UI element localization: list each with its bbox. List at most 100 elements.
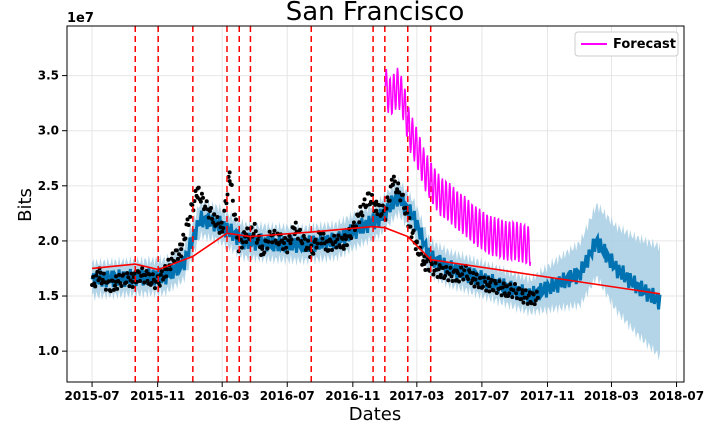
observed-point bbox=[285, 250, 290, 255]
observed-point bbox=[460, 272, 465, 277]
x-tick-label: 2017-03 bbox=[389, 389, 444, 403]
observed-point bbox=[487, 284, 492, 289]
observed-point bbox=[531, 292, 536, 297]
observed-point bbox=[206, 215, 211, 220]
observed-point bbox=[341, 243, 346, 248]
observed-point bbox=[306, 238, 311, 243]
observed-point bbox=[377, 203, 382, 208]
observed-point bbox=[493, 281, 498, 286]
observed-point bbox=[200, 195, 205, 200]
observed-point bbox=[235, 235, 240, 240]
observed-point bbox=[230, 198, 235, 203]
observed-point bbox=[374, 208, 379, 213]
observed-point bbox=[168, 267, 173, 272]
observed-point bbox=[344, 243, 349, 248]
observed-point bbox=[91, 274, 96, 279]
observed-point bbox=[343, 236, 348, 241]
observed-point bbox=[101, 271, 106, 276]
observed-point bbox=[147, 272, 152, 277]
observed-point bbox=[487, 289, 492, 294]
x-tick-label: 2015-07 bbox=[65, 389, 120, 403]
observed-point bbox=[262, 250, 267, 255]
observed-point bbox=[478, 275, 483, 280]
observed-point bbox=[219, 220, 224, 225]
observed-point bbox=[265, 246, 270, 251]
observed-point bbox=[140, 266, 145, 271]
observed-point bbox=[390, 182, 395, 187]
observed-point bbox=[499, 293, 504, 298]
observed-point bbox=[166, 257, 171, 262]
observed-point bbox=[111, 287, 116, 292]
x-tick-label: 2017-11 bbox=[520, 389, 575, 403]
x-tick-label: 2018-07 bbox=[649, 389, 704, 403]
observed-point bbox=[175, 256, 180, 261]
y-axis-title: Bits bbox=[15, 188, 36, 222]
observed-point bbox=[180, 242, 185, 247]
observed-point bbox=[251, 231, 256, 236]
observed-point bbox=[99, 281, 104, 286]
observed-point bbox=[284, 245, 289, 250]
observed-point bbox=[448, 265, 453, 270]
observed-point bbox=[321, 231, 326, 236]
observed-point bbox=[95, 269, 100, 274]
observed-point bbox=[245, 226, 250, 231]
observed-point bbox=[489, 277, 494, 282]
observed-point bbox=[394, 190, 399, 195]
observed-point bbox=[272, 228, 277, 233]
trend-polyline bbox=[91, 225, 661, 295]
observed-point bbox=[199, 191, 204, 196]
y-tick-label: 2.5 bbox=[38, 179, 59, 193]
observed-point bbox=[385, 195, 390, 200]
observed-point bbox=[515, 296, 520, 301]
uncertainty-band bbox=[92, 176, 661, 361]
observed-point bbox=[298, 227, 303, 232]
observed-point bbox=[444, 264, 449, 269]
observed-point bbox=[429, 262, 434, 267]
observed-point bbox=[391, 174, 396, 179]
observed-point bbox=[318, 231, 323, 236]
observed-point bbox=[340, 236, 345, 241]
observed-point bbox=[446, 278, 451, 283]
observed-point bbox=[252, 221, 257, 226]
observed-point bbox=[480, 284, 485, 289]
observed-point bbox=[127, 284, 132, 289]
observed-point bbox=[511, 288, 516, 293]
observed-point bbox=[130, 284, 135, 289]
observed-point bbox=[152, 286, 157, 291]
observed-point bbox=[521, 300, 526, 305]
observed-point bbox=[288, 241, 293, 246]
observed-point bbox=[431, 272, 436, 277]
observed-point bbox=[334, 245, 339, 250]
observed-point bbox=[397, 190, 402, 195]
observed-point bbox=[520, 288, 525, 293]
observed-point bbox=[514, 291, 519, 296]
y-tick-label: 3.0 bbox=[38, 124, 59, 138]
observed-point bbox=[486, 276, 491, 281]
observed-point bbox=[474, 272, 479, 277]
observed-point bbox=[232, 212, 237, 217]
observed-point bbox=[392, 179, 397, 184]
observed-point bbox=[462, 268, 467, 273]
observed-point bbox=[349, 236, 354, 241]
observed-point bbox=[229, 183, 234, 188]
observed-point bbox=[216, 221, 221, 226]
observed-point bbox=[357, 220, 362, 225]
observed-point bbox=[534, 289, 539, 294]
observed-point bbox=[286, 238, 291, 243]
observed-point bbox=[293, 220, 298, 225]
observed-point bbox=[142, 280, 147, 285]
observed-point bbox=[117, 272, 122, 277]
observed-point bbox=[266, 239, 271, 244]
observed-point bbox=[254, 240, 259, 245]
observed-point bbox=[359, 210, 364, 215]
observed-point bbox=[130, 279, 135, 284]
observed-point bbox=[225, 192, 230, 197]
observed-point bbox=[512, 281, 517, 286]
observed-point bbox=[144, 268, 149, 273]
observed-point bbox=[280, 247, 285, 252]
observed-point bbox=[110, 278, 115, 283]
observed-point bbox=[508, 282, 513, 287]
observed-point bbox=[106, 279, 111, 284]
observed-point bbox=[500, 285, 505, 290]
observed-point bbox=[196, 185, 201, 190]
